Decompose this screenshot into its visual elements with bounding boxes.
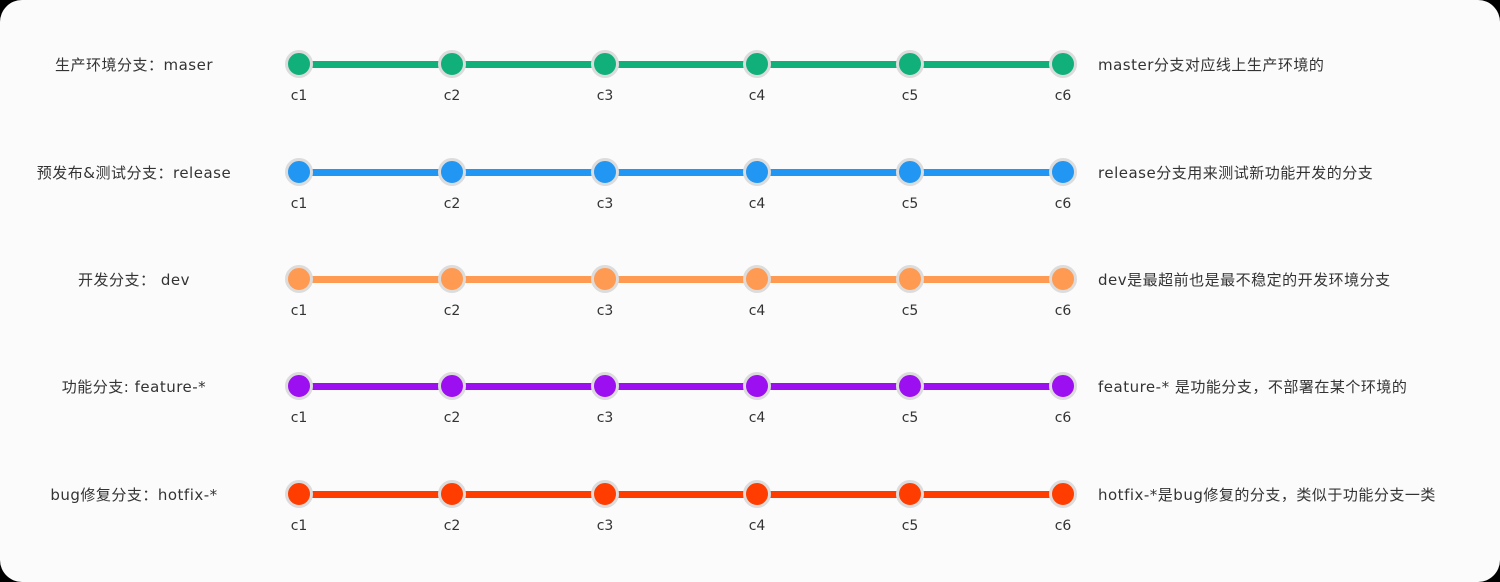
commit-label: c2 <box>443 410 461 426</box>
branch-row-feature: 功能分支: feature-* c1 c2 c3 c4 c5 c6 featur… <box>0 372 1500 466</box>
commit-node <box>285 480 313 508</box>
branch-name-label: 功能分支: feature-* <box>61 378 207 396</box>
commit-node <box>591 265 619 293</box>
branch-description: dev是最超前也是最不稳定的开发环境分支 <box>1098 271 1391 289</box>
commit-node <box>1049 372 1077 400</box>
commit-label: c6 <box>1054 196 1072 212</box>
commit-node <box>1049 50 1077 78</box>
branch-description: hotfix-*是bug修复的分支，类似于功能分支一类 <box>1098 486 1436 504</box>
branch-row-hotfix: bug修复分支：hotfix-* c1 c2 c3 c4 c5 c6 hotfi… <box>0 480 1500 574</box>
commit-node <box>743 480 771 508</box>
commit-label: c3 <box>596 303 614 319</box>
commit-label: c3 <box>596 196 614 212</box>
branch-description: release分支用来测试新功能开发的分支 <box>1098 164 1374 182</box>
branch-name-label: bug修复分支：hotfix-* <box>50 486 218 504</box>
commit-node <box>285 372 313 400</box>
commit-label: c3 <box>596 410 614 426</box>
commit-label: c4 <box>748 303 766 319</box>
commit-node <box>591 372 619 400</box>
branch-row-dev: 开发分支： dev c1 c2 c3 c4 c5 c6 dev是最超前也是最不稳… <box>0 265 1500 359</box>
commit-label: c1 <box>290 88 308 104</box>
branch-name-label: 预发布&测试分支：release <box>36 164 232 182</box>
commit-node <box>743 158 771 186</box>
commit-node <box>896 480 924 508</box>
commit-label: c5 <box>901 88 919 104</box>
commit-node <box>896 50 924 78</box>
commit-node <box>896 372 924 400</box>
commit-node <box>438 372 466 400</box>
commit-node <box>285 158 313 186</box>
commit-label: c1 <box>290 518 308 534</box>
commit-label: c6 <box>1054 518 1072 534</box>
branch-row-master: 生产环境分支：maser c1 c2 c3 c4 c5 c6 master分支对… <box>0 50 1500 144</box>
commit-label: c5 <box>901 303 919 319</box>
commit-node <box>438 50 466 78</box>
commit-node <box>591 480 619 508</box>
commit-node <box>591 158 619 186</box>
commit-node <box>743 372 771 400</box>
branch-line <box>299 383 1063 390</box>
commit-label: c6 <box>1054 303 1072 319</box>
commit-node <box>591 50 619 78</box>
branch-name-label: 开发分支： dev <box>78 271 190 289</box>
branch-row-release: 预发布&测试分支：release c1 c2 c3 c4 c5 c6 relea… <box>0 158 1500 252</box>
commit-label: c3 <box>596 518 614 534</box>
commit-node <box>438 480 466 508</box>
commit-label: c2 <box>443 303 461 319</box>
commit-node <box>1049 158 1077 186</box>
commit-node <box>896 158 924 186</box>
commit-label: c1 <box>290 410 308 426</box>
branch-description: master分支对应线上生产环境的 <box>1098 56 1325 74</box>
commit-label: c5 <box>901 410 919 426</box>
branch-name-label: 生产环境分支：maser <box>54 56 213 74</box>
commit-label: c6 <box>1054 410 1072 426</box>
commit-node <box>743 50 771 78</box>
branch-line <box>299 61 1063 68</box>
commit-node <box>1049 265 1077 293</box>
commit-label: c4 <box>748 196 766 212</box>
commit-label: c2 <box>443 196 461 212</box>
commit-label: c4 <box>748 410 766 426</box>
commit-label: c6 <box>1054 88 1072 104</box>
commit-label: c1 <box>290 196 308 212</box>
commit-node <box>285 265 313 293</box>
commit-node <box>1049 480 1077 508</box>
commit-label: c1 <box>290 303 308 319</box>
commit-node <box>438 158 466 186</box>
commit-label: c2 <box>443 518 461 534</box>
branch-line <box>299 276 1063 283</box>
commit-node <box>743 265 771 293</box>
commit-label: c2 <box>443 88 461 104</box>
commit-label: c4 <box>748 88 766 104</box>
branch-line <box>299 491 1063 498</box>
commit-node <box>896 265 924 293</box>
commit-label: c5 <box>901 518 919 534</box>
commit-label: c4 <box>748 518 766 534</box>
branch-description: feature-* 是功能分支，不部署在某个环境的 <box>1098 378 1408 396</box>
branch-line <box>299 169 1063 176</box>
commit-label: c5 <box>901 196 919 212</box>
commit-node <box>438 265 466 293</box>
commit-label: c3 <box>596 88 614 104</box>
commit-node <box>285 50 313 78</box>
